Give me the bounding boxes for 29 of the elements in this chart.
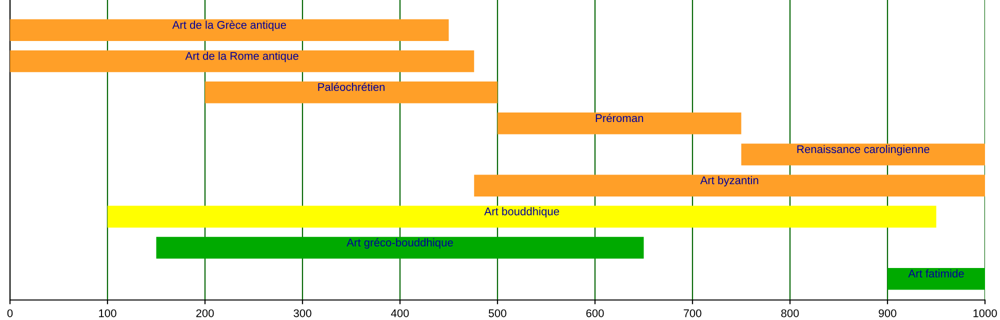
x-tick-label: 900	[878, 309, 896, 318]
bar	[108, 206, 936, 228]
y-tick-label: Paléochrétien	[318, 82, 385, 91]
y-tick-label: Art de la Rome antique	[185, 52, 298, 62]
bar	[205, 81, 498, 104]
x-tick-label: 400	[390, 309, 409, 318]
bar	[474, 174, 985, 196]
x-tick-label: 600	[586, 309, 604, 318]
bar	[498, 112, 742, 134]
x-tick-label: 200	[196, 309, 214, 318]
y-tick-label: Art fatimide	[908, 269, 964, 278]
bar	[741, 144, 985, 166]
y-tick-label: Art bouddhique	[484, 207, 560, 218]
y-tick-label: Art gréco-bouddhique	[346, 238, 453, 249]
x-tick-label: 0	[7, 309, 13, 318]
bar	[10, 50, 474, 72]
x-tick-label: 300	[294, 309, 312, 318]
bar	[888, 268, 985, 290]
y-tick-label: Préroman	[596, 114, 644, 122]
y-tick-label: Art de la Grèce antique	[172, 20, 286, 32]
x-tick-label: 100	[99, 309, 116, 318]
bar	[156, 236, 644, 259]
x-tick-label: 500	[488, 309, 506, 318]
x-tick-label: 700	[684, 309, 702, 318]
bar	[10, 19, 449, 42]
x-tick-label: 800	[781, 309, 799, 318]
y-tick-label: Renaissance carolingienne	[797, 144, 930, 156]
y-tick-label: Art byzantin	[700, 176, 758, 186]
x-tick-label: 1000	[973, 309, 997, 318]
